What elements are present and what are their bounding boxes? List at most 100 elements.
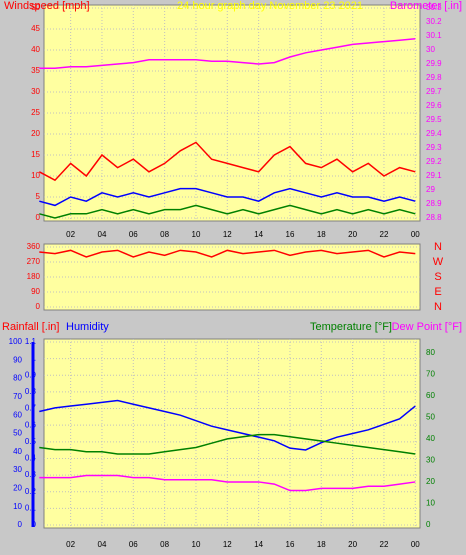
plot-area (43, 338, 421, 529)
tick-label: 0.8 (25, 387, 37, 396)
tick-label: 70 (13, 392, 22, 401)
tick-label: 29.3 (426, 143, 442, 152)
tick-label: 28.9 (426, 199, 442, 208)
tick-label: 0.7 (25, 404, 37, 413)
tick-label: 5 (36, 192, 41, 201)
series-line (39, 474, 416, 492)
temperature-label: Temperature [°F] (310, 321, 392, 333)
tick-label: 35 (31, 66, 40, 75)
tick-label: N (434, 301, 442, 313)
tick-label: 90 (13, 355, 22, 364)
x-tick-label: 10 (192, 540, 201, 549)
plot-area (43, 243, 421, 311)
tick-label: 30.2 (426, 17, 442, 26)
tick-label: 15 (31, 150, 40, 159)
x-tick-label: 02 (66, 540, 75, 549)
series-line (39, 399, 416, 451)
tick-label: 0.4 (25, 454, 37, 463)
tick-label: 29.5 (426, 115, 442, 124)
x-tick-label: 22 (380, 230, 389, 239)
x-tick-label: 16 (286, 230, 295, 239)
tick-label: 60 (13, 410, 22, 419)
plot-area (43, 4, 421, 222)
tick-label: 0 (18, 520, 23, 529)
tick-label: 29.1 (426, 171, 442, 180)
tick-label: 360 (27, 242, 41, 251)
x-tick-label: 04 (98, 540, 107, 549)
tick-label: 80 (426, 348, 435, 357)
tick-label: 0.5 (25, 437, 37, 446)
tick-label: 30 (13, 465, 22, 474)
x-tick-label: 00 (411, 230, 420, 239)
x-tick-label: 18 (317, 230, 326, 239)
tick-label: 29.4 (426, 129, 442, 138)
x-tick-label: 16 (286, 540, 295, 549)
x-tick-label: 06 (129, 230, 138, 239)
tick-label: 25 (31, 108, 40, 117)
series-line (38, 141, 416, 182)
tick-label: 180 (27, 272, 41, 281)
tick-label: 1 (32, 354, 37, 363)
tick-label: 30 (426, 45, 435, 54)
tick-label: 0.2 (25, 487, 37, 496)
tick-label: 90 (31, 287, 40, 296)
tick-label: 0 (426, 520, 431, 529)
x-tick-label: 00 (411, 540, 420, 549)
x-tick-label: 08 (160, 230, 169, 239)
x-tick-label: 20 (348, 540, 357, 549)
tick-label: 29.8 (426, 73, 442, 82)
tick-label: 1.1 (25, 337, 37, 346)
tick-label: 40 (13, 447, 22, 456)
tick-label: 10 (31, 171, 40, 180)
tick-label: 0 (36, 213, 41, 222)
tick-label: 50 (31, 3, 40, 12)
tick-label: 30.3 (426, 3, 442, 12)
tick-label: S (434, 271, 441, 283)
tick-label: 60 (426, 391, 435, 400)
series-line (39, 204, 416, 219)
tick-label: 20 (31, 129, 40, 138)
tick-label: 0.1 (25, 503, 37, 512)
chart-title: 24 hour graph day November 23 2021 (177, 0, 363, 12)
x-tick-label: 14 (254, 230, 263, 239)
tick-label: 70 (426, 369, 435, 378)
tick-label: 10 (13, 502, 22, 511)
humidity-label: Humidity (66, 321, 109, 333)
x-tick-label: 10 (192, 230, 201, 239)
tick-label: 29 (426, 185, 435, 194)
x-tick-label: 04 (98, 230, 107, 239)
x-tick-label: 08 (160, 540, 169, 549)
x-tick-label: 12 (223, 230, 232, 239)
series-line (39, 38, 416, 69)
tick-label: 100 (9, 337, 23, 346)
tick-label: 0 (36, 302, 41, 311)
tick-label: 20 (426, 477, 435, 486)
x-tick-label: 02 (66, 230, 75, 239)
tick-label: N (434, 241, 442, 253)
series-line (39, 187, 416, 207)
tick-label: 50 (13, 429, 22, 438)
tick-label: 0.6 (25, 420, 37, 429)
x-tick-label: 20 (348, 230, 357, 239)
tick-label: 29.7 (426, 87, 442, 96)
tick-label: 29.9 (426, 59, 442, 68)
tick-label: 50 (426, 412, 435, 421)
tick-label: 29.2 (426, 157, 442, 166)
x-tick-label: 12 (223, 540, 232, 549)
x-tick-label: 22 (380, 540, 389, 549)
x-tick-label: 06 (129, 540, 138, 549)
tick-label: 30.1 (426, 31, 442, 40)
tick-label: 0.9 (25, 370, 37, 379)
tick-label: 20 (13, 484, 22, 493)
tick-label: W (433, 256, 444, 268)
tick-label: 0.3 (25, 470, 37, 479)
tick-label: 0 (32, 520, 37, 529)
tick-label: 80 (13, 374, 22, 383)
tick-label: 270 (27, 257, 41, 266)
series-line (39, 433, 416, 455)
x-tick-label: 14 (254, 540, 263, 549)
dewpoint-label: Dew Point [°F] (392, 321, 462, 333)
series-line (39, 249, 416, 258)
tick-label: 40 (31, 45, 40, 54)
